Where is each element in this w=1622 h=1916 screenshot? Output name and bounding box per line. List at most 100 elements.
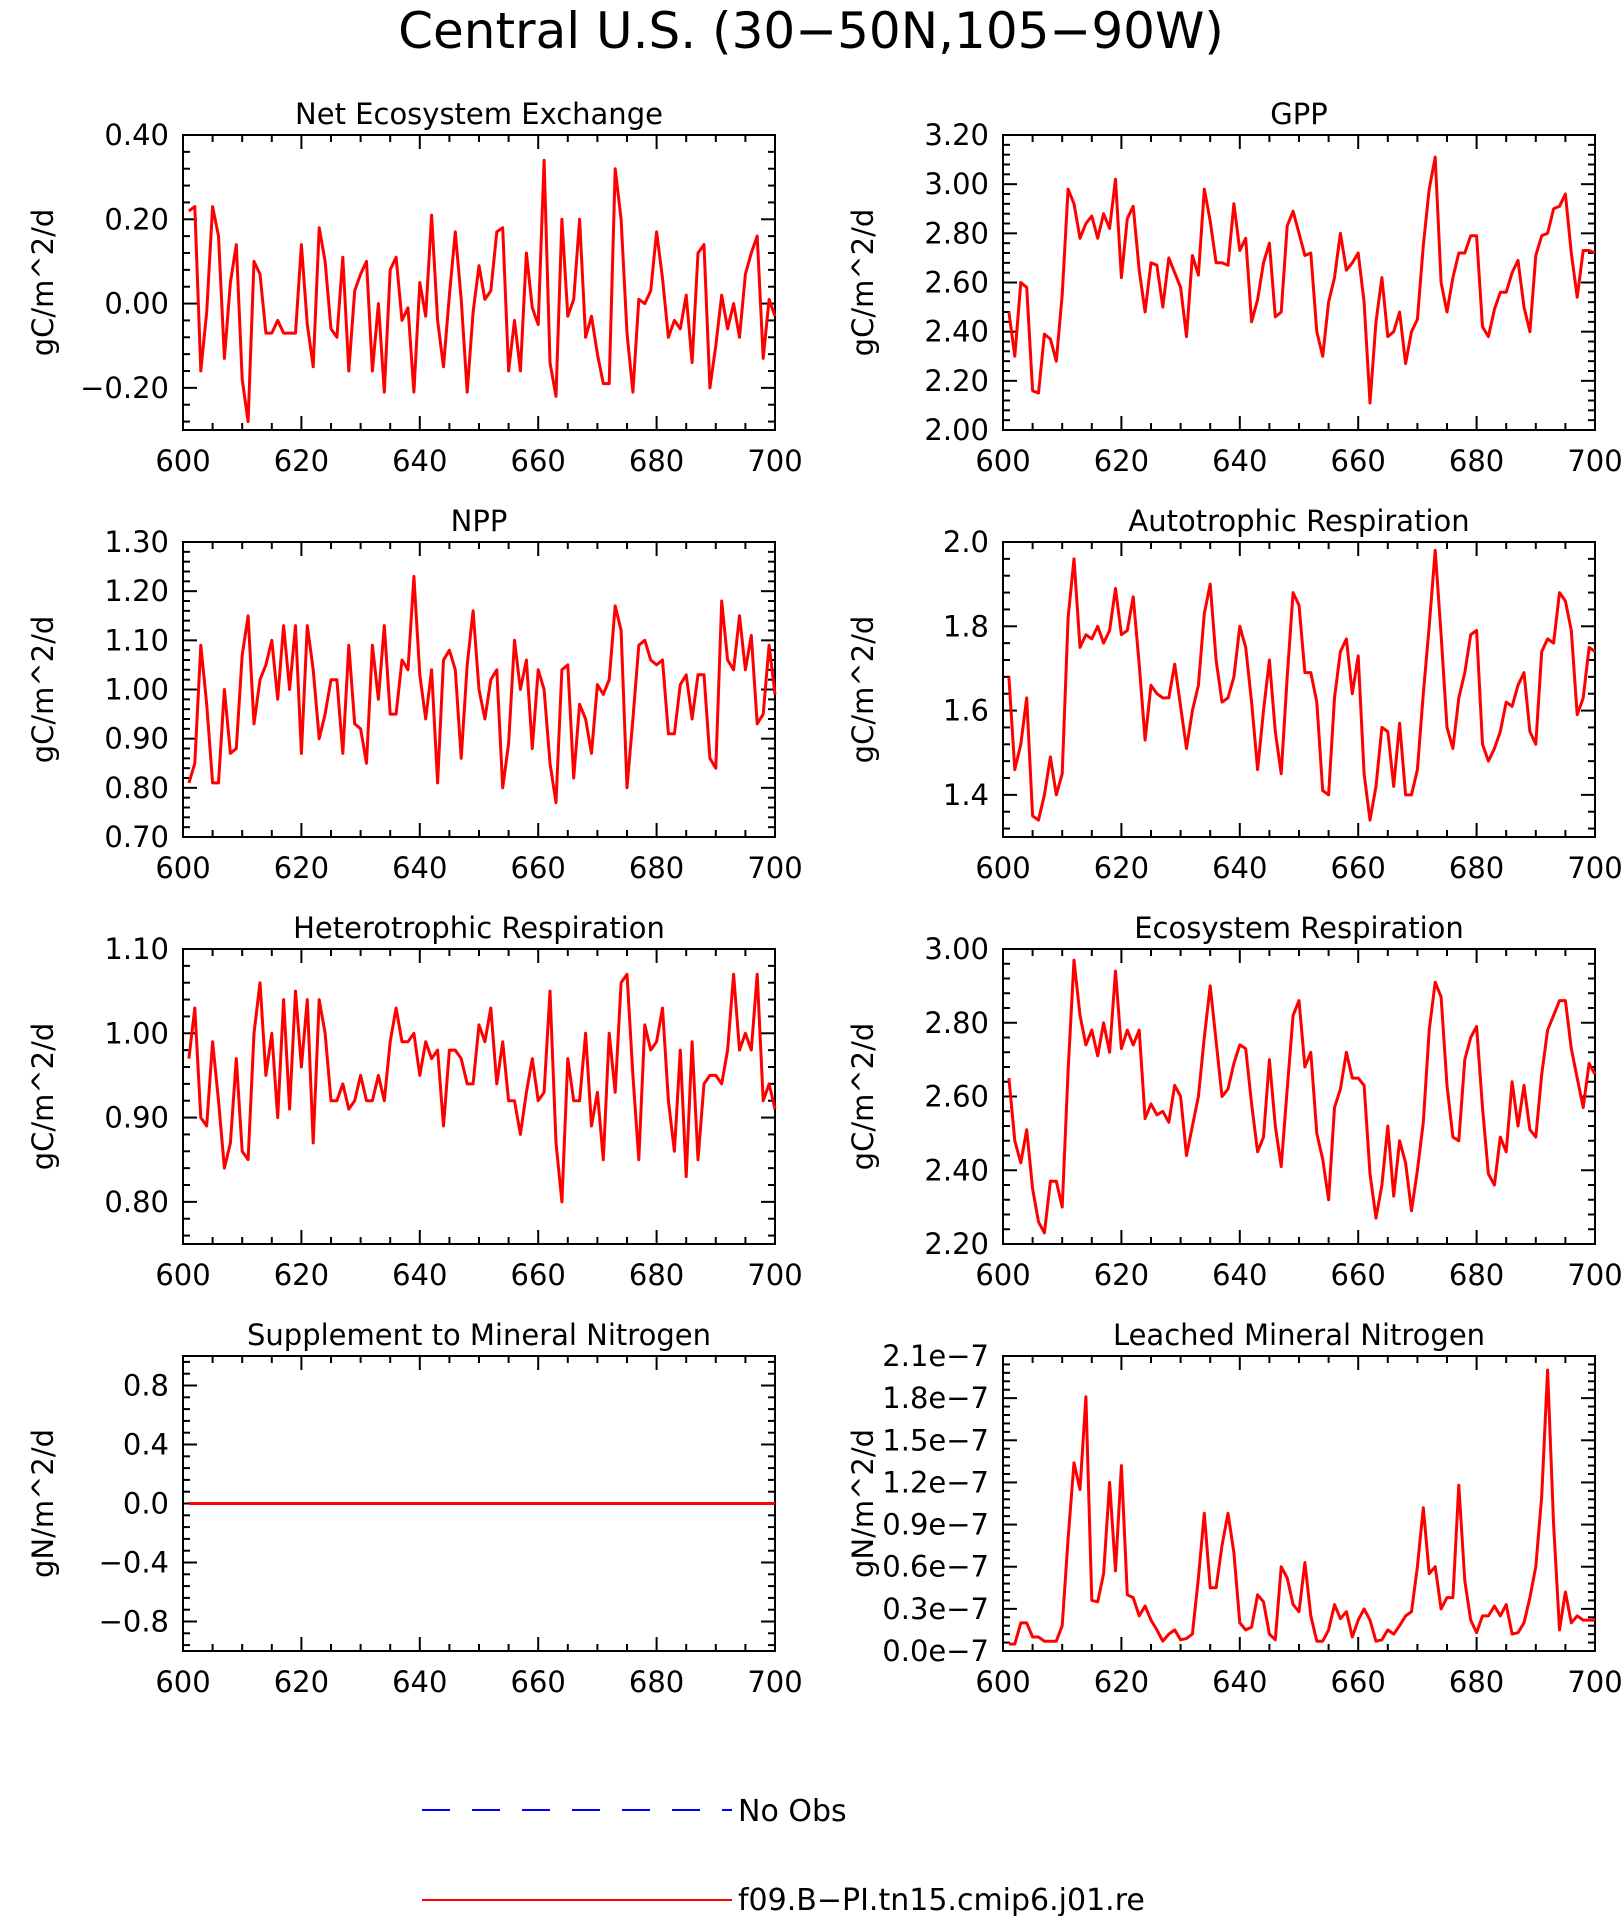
x-tick-label: 640	[1212, 851, 1267, 885]
chart-title: Net Ecosystem Exchange	[295, 97, 663, 131]
chart-title: NPP	[451, 504, 508, 538]
x-tick-label: 640	[1212, 444, 1267, 478]
x-tick-label: 700	[747, 444, 802, 478]
x-tick-label: 660	[511, 1258, 566, 1292]
plot-frame	[182, 134, 776, 431]
x-tick-label: 600	[975, 1665, 1030, 1699]
x-tick-label: 640	[392, 1665, 447, 1699]
chart-title: Supplement to Mineral Nitrogen	[247, 1318, 711, 1352]
x-tick-label: 700	[747, 1258, 802, 1292]
x-tick-label: 680	[629, 444, 684, 478]
x-tick-label: 620	[274, 1665, 329, 1699]
y-tick-label: 1.5e−7	[882, 1423, 989, 1457]
plot-frame	[182, 948, 776, 1245]
x-tick-label: 680	[1449, 1665, 1504, 1699]
y-tick-label: 0.70	[104, 820, 169, 854]
x-tick-label: 660	[1331, 1665, 1386, 1699]
y-tick-label: 1.6	[943, 694, 989, 728]
y-axis-label: gC/m^2/d	[26, 1023, 60, 1171]
x-tick-label: 600	[975, 851, 1030, 885]
y-tick-label: 0.0	[123, 1487, 169, 1521]
x-tick-label: 700	[747, 1665, 802, 1699]
y-tick-label: 1.00	[104, 1016, 169, 1050]
x-tick-label: 640	[392, 444, 447, 478]
y-tick-label: 1.8	[943, 609, 989, 643]
figure-title: Central U.S. (30−50N,105−90W)	[398, 2, 1224, 60]
x-tick-label: 680	[629, 851, 684, 885]
x-tick-label: 660	[1331, 851, 1386, 885]
y-tick-label: 2.80	[924, 216, 989, 250]
series-line-leached-mineral-nitrogen	[1008, 1368, 1595, 1646]
chart-panel-ecosystem-respiration: Ecosystem Respiration gC/m^2/d 600 620 640 66…	[846, 911, 1622, 1292]
x-tick-label: 700	[747, 851, 802, 885]
x-tick-label: 640	[392, 851, 447, 885]
y-axis-label: gC/m^2/d	[846, 616, 880, 764]
x-tick-label: 600	[155, 851, 210, 885]
y-tick-label: 2.80	[924, 1006, 989, 1040]
chart-panel-supplement-to-mineral-nitrogen: Supplement to Mineral Nitrogen gN/m^2/d 60…	[26, 1318, 803, 1699]
y-tick-label: 3.00	[924, 932, 989, 966]
y-axis-label: gC/m^2/d	[26, 616, 60, 764]
y-tick-label: 0.00	[104, 287, 169, 321]
y-tick-label: 0.3e−7	[882, 1592, 989, 1626]
chart-title: Heterotrophic Respiration	[293, 911, 665, 945]
y-tick-label: 2.20	[924, 1227, 989, 1261]
y-axis-label: gC/m^2/d	[846, 209, 880, 357]
y-axis-label: gN/m^2/d	[846, 1429, 880, 1578]
x-tick-label: 600	[975, 444, 1030, 478]
x-tick-label: 660	[1331, 444, 1386, 478]
x-tick-label: 660	[511, 444, 566, 478]
series-line-npp	[187, 574, 777, 805]
series-line-heterotrophic-respiration	[187, 972, 777, 1204]
y-tick-label: −0.20	[80, 371, 169, 405]
plot-frame	[1002, 541, 1596, 838]
x-tick-label: 680	[1449, 1258, 1504, 1292]
series-line-ecosystem-respiration	[1007, 958, 1597, 1235]
y-tick-label: 0.8	[123, 1369, 169, 1403]
x-tick-label: 700	[1567, 444, 1622, 478]
y-tick-label: 1.10	[104, 932, 169, 966]
y-tick-label: 2.20	[924, 364, 989, 398]
x-tick-label: 620	[1094, 1665, 1149, 1699]
x-tick-label: 680	[629, 1665, 684, 1699]
y-tick-label: 1.2e−7	[882, 1465, 989, 1499]
y-tick-label: −0.8	[99, 1605, 169, 1639]
y-tick-label: 1.00	[104, 673, 169, 707]
y-tick-label: 3.20	[924, 118, 989, 152]
y-tick-label: 0.9e−7	[882, 1508, 989, 1542]
series-line-autotrophic-respiration	[1007, 548, 1596, 822]
y-tick-label: 1.30	[104, 525, 169, 559]
y-tick-label: 2.60	[924, 266, 989, 300]
y-tick-label: 1.20	[104, 574, 169, 608]
x-tick-label: 700	[1567, 851, 1622, 885]
chart-panel-heterotrophic-respiration: Heterotrophic Respiration gC/m^2/d 600 620 6…	[26, 911, 803, 1292]
x-tick-label: 600	[155, 1258, 210, 1292]
chart-panel-autotrophic-respiration: Autotrophic Respiration gC/m^2/d 600 620 640…	[846, 504, 1622, 885]
legend-no-obs-label: No Obs	[738, 1794, 847, 1829]
y-tick-label: 1.8e−7	[882, 1381, 989, 1415]
plot-frame	[1002, 134, 1596, 431]
y-tick-label: 0.80	[104, 771, 169, 805]
x-tick-label: 680	[1449, 851, 1504, 885]
legend: No Obs f09.B−PI.tn15.cmip6.j01.re	[422, 1794, 1145, 1916]
series-line-net-ecosystem-exchange	[188, 158, 777, 424]
x-tick-label: 600	[975, 1258, 1030, 1292]
x-tick-label: 620	[274, 444, 329, 478]
y-tick-label: 0.90	[104, 1101, 169, 1135]
y-tick-label: 2.40	[924, 315, 989, 349]
x-tick-label: 680	[629, 1258, 684, 1292]
y-axis-label: gN/m^2/d	[26, 1429, 60, 1578]
y-tick-label: 0.80	[104, 1185, 169, 1219]
x-tick-label: 640	[1212, 1665, 1267, 1699]
chart-title: Autotrophic Respiration	[1128, 504, 1469, 538]
y-tick-label: 2.00	[924, 413, 989, 447]
x-tick-label: 640	[1212, 1258, 1267, 1292]
x-tick-label: 620	[1094, 851, 1149, 885]
chart-title: GPP	[1270, 97, 1327, 131]
x-tick-label: 620	[1094, 444, 1149, 478]
x-tick-label: 640	[392, 1258, 447, 1292]
x-tick-label: 660	[511, 851, 566, 885]
x-tick-label: 600	[155, 444, 210, 478]
series-line-gpp	[1007, 155, 1596, 405]
x-tick-label: 600	[155, 1665, 210, 1699]
